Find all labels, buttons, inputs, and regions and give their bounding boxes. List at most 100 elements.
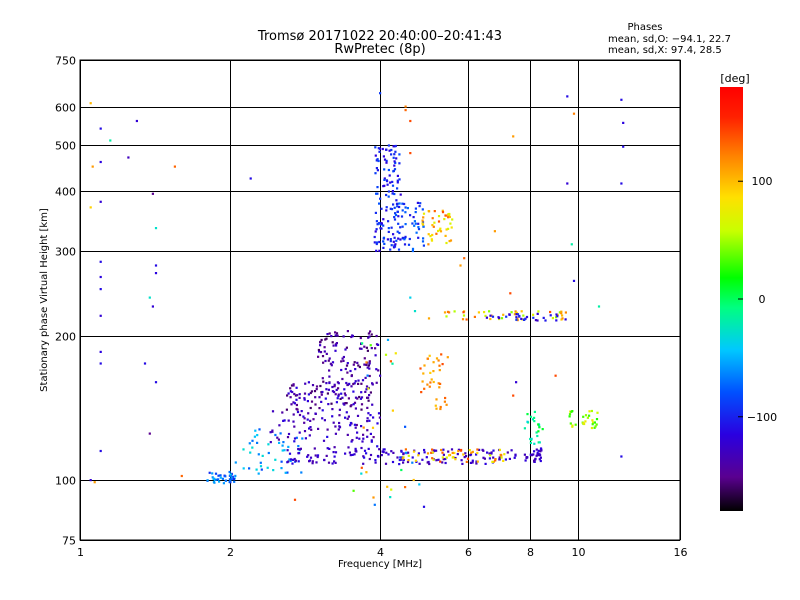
data-point bbox=[432, 458, 435, 461]
data-point bbox=[457, 450, 460, 453]
data-point bbox=[515, 316, 518, 319]
data-point bbox=[435, 459, 438, 462]
data-point bbox=[535, 431, 538, 434]
data-point bbox=[422, 505, 426, 508]
data-point bbox=[378, 202, 381, 205]
data-point bbox=[286, 471, 289, 474]
data-point bbox=[443, 400, 446, 403]
data-point bbox=[358, 347, 362, 350]
data-point bbox=[313, 447, 316, 450]
data-point bbox=[382, 246, 385, 249]
data-point bbox=[414, 211, 417, 214]
data-point bbox=[281, 411, 284, 414]
data-point bbox=[347, 446, 350, 449]
data-point bbox=[89, 206, 92, 209]
data-point bbox=[363, 363, 366, 366]
data-point bbox=[369, 414, 372, 417]
data-point bbox=[434, 404, 437, 407]
data-point bbox=[352, 489, 355, 492]
data-point bbox=[383, 242, 386, 245]
data-point bbox=[383, 158, 387, 161]
data-point bbox=[287, 460, 290, 463]
x-tick-label: 6 bbox=[465, 546, 472, 559]
data-point bbox=[492, 460, 495, 463]
data-point bbox=[385, 179, 388, 182]
data-point bbox=[316, 455, 319, 459]
data-point bbox=[429, 381, 432, 384]
data-point bbox=[99, 127, 102, 130]
data-point bbox=[302, 415, 305, 418]
data-point bbox=[451, 451, 454, 454]
data-point bbox=[135, 119, 138, 123]
data-point bbox=[554, 374, 557, 377]
data-point bbox=[338, 426, 342, 429]
data-point bbox=[413, 220, 416, 223]
data-points bbox=[89, 92, 625, 508]
data-point bbox=[282, 441, 285, 444]
data-point bbox=[309, 406, 312, 410]
data-point bbox=[357, 379, 360, 382]
data-point bbox=[392, 233, 395, 236]
data-point bbox=[393, 168, 397, 171]
data-point bbox=[394, 213, 398, 217]
data-point bbox=[347, 415, 350, 418]
data-point bbox=[398, 463, 401, 466]
data-point bbox=[376, 445, 379, 448]
data-point bbox=[453, 451, 456, 455]
data-point bbox=[526, 413, 529, 416]
data-point bbox=[396, 179, 399, 182]
data-point bbox=[437, 229, 440, 233]
data-point bbox=[531, 453, 534, 456]
data-point bbox=[396, 174, 399, 177]
data-point bbox=[295, 436, 298, 439]
data-point bbox=[374, 354, 377, 357]
data-point bbox=[582, 415, 585, 418]
data-point bbox=[389, 181, 392, 184]
data-point bbox=[396, 230, 399, 233]
data-point bbox=[295, 403, 298, 407]
data-point bbox=[508, 313, 511, 316]
data-point bbox=[534, 319, 537, 322]
data-point bbox=[378, 249, 381, 252]
data-point bbox=[374, 347, 377, 350]
data-point bbox=[298, 452, 301, 455]
data-point bbox=[387, 220, 390, 223]
data-point bbox=[365, 388, 368, 391]
data-point bbox=[295, 386, 298, 389]
data-point bbox=[454, 458, 457, 461]
data-point bbox=[407, 454, 410, 457]
data-point bbox=[494, 459, 497, 462]
data-point bbox=[229, 481, 232, 484]
data-point bbox=[208, 471, 211, 474]
data-point bbox=[588, 410, 591, 413]
data-point bbox=[369, 391, 372, 394]
data-point bbox=[468, 449, 471, 452]
data-point bbox=[387, 453, 390, 456]
data-point bbox=[293, 498, 297, 501]
data-point bbox=[371, 426, 375, 429]
data-point bbox=[401, 209, 404, 212]
data-point bbox=[352, 382, 355, 386]
data-point bbox=[426, 461, 429, 464]
data-point bbox=[463, 257, 466, 260]
data-point bbox=[322, 439, 326, 442]
data-point bbox=[462, 311, 465, 314]
data-point bbox=[324, 397, 327, 400]
data-point bbox=[293, 437, 297, 440]
data-point bbox=[281, 444, 284, 447]
data-point bbox=[539, 456, 542, 459]
data-point bbox=[320, 338, 323, 342]
y-tick-label: 400 bbox=[55, 186, 76, 199]
data-point bbox=[489, 454, 492, 457]
data-point bbox=[271, 429, 274, 432]
data-point bbox=[423, 387, 426, 390]
data-point bbox=[387, 190, 390, 193]
data-point bbox=[344, 367, 347, 371]
data-point bbox=[346, 330, 349, 333]
data-point bbox=[413, 224, 416, 227]
data-point bbox=[309, 426, 312, 429]
data-point bbox=[476, 451, 479, 455]
data-point bbox=[335, 342, 338, 345]
data-point bbox=[392, 156, 395, 159]
data-point bbox=[409, 214, 412, 217]
